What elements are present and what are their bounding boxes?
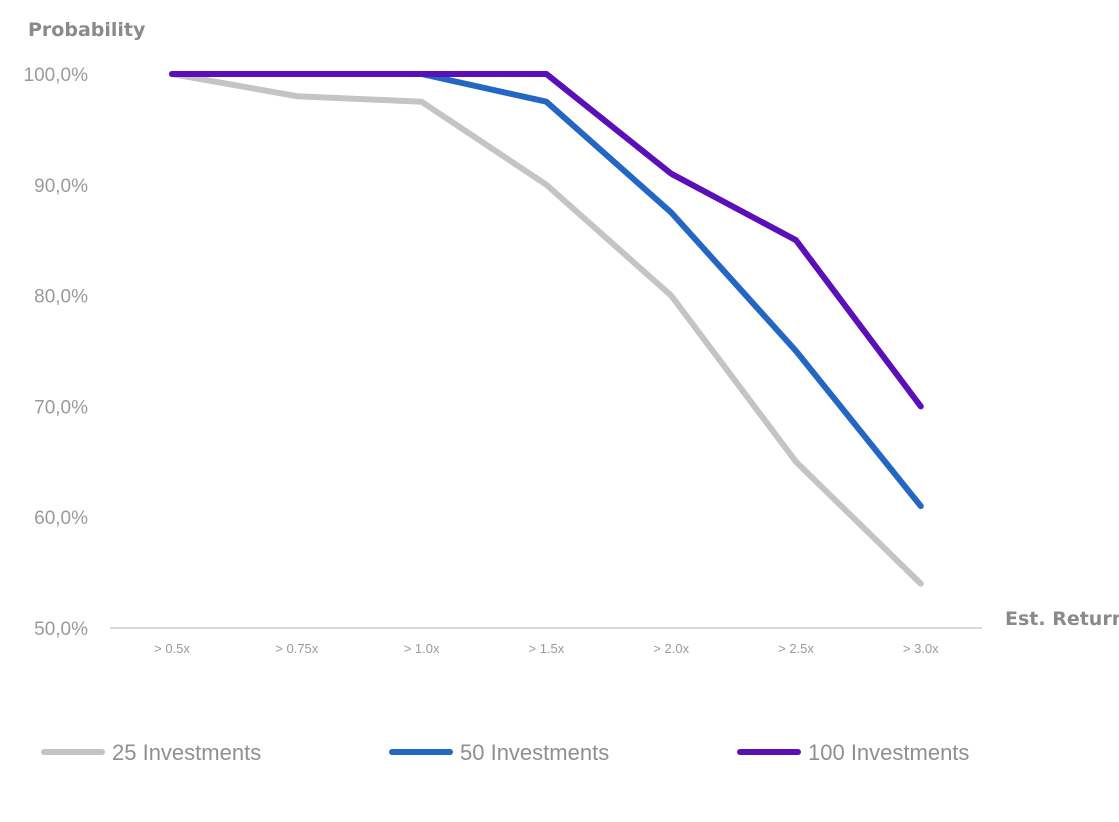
y-axis-ticks: 100,0% 90,0% 80,0% 70,0% 60,0% 50,0% xyxy=(24,65,89,640)
x-tick-label: > 1.0x xyxy=(404,641,440,656)
legend: 25 Investments 50 Investments 100 Investme… xyxy=(41,740,969,765)
series-line-50-investments xyxy=(169,71,924,510)
x-tick-label: > 1.5x xyxy=(529,641,565,656)
legend-label: 25 Investments xyxy=(112,740,261,765)
y-tick-label: 90,0% xyxy=(34,176,88,197)
y-tick-label: 100,0% xyxy=(24,65,89,86)
x-tick-label: > 0.75x xyxy=(275,641,319,656)
y-tick-label: 80,0% xyxy=(34,287,88,308)
x-tick-label: > 2.0x xyxy=(653,641,689,656)
series-line-25-investments xyxy=(169,71,924,587)
x-axis-ticks: > 0.5x > 0.75x > 1.0x > 1.5x > 2.0x > 2.5x > 3… xyxy=(154,641,939,656)
x-tick-label: > 3.0x xyxy=(903,641,939,656)
x-tick-label: > 2.5x xyxy=(778,641,814,656)
y-axis-title: Probability xyxy=(28,19,146,41)
x-axis-title: Est. Return xyxy=(1005,608,1119,630)
y-tick-label: 50,0% xyxy=(34,619,88,640)
legend-label: 100 Investments xyxy=(808,740,969,765)
legend-label: 50 Investments xyxy=(460,740,609,765)
series-line-100-investments xyxy=(169,71,924,410)
x-tick-label: > 0.5x xyxy=(154,641,190,656)
series-lines xyxy=(169,71,924,587)
y-tick-label: 60,0% xyxy=(34,508,88,529)
y-tick-label: 70,0% xyxy=(34,397,88,418)
